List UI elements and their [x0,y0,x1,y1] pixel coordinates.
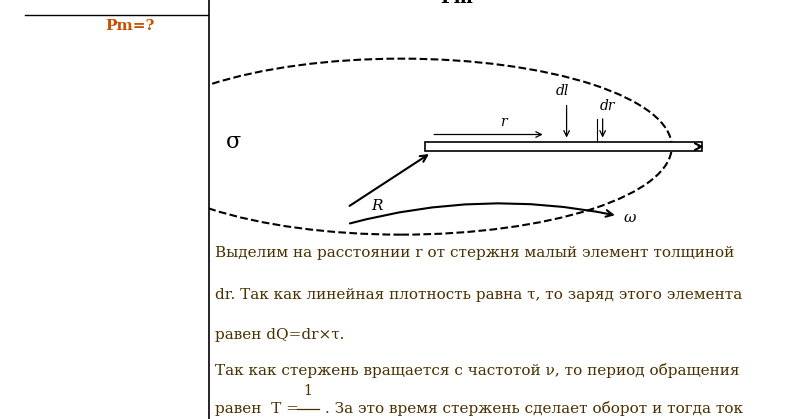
Text: dr. Так как линейная плотность равна τ, то заряд этого элемента: dr. Так как линейная плотность равна τ, … [215,288,742,303]
Text: ω: ω [624,211,636,225]
Text: равен  T =: равен T = [215,401,299,416]
Text: dr: dr [599,99,615,113]
Text: 1: 1 [304,384,313,398]
Text: dl: dl [556,85,569,98]
Text: . За это время стержень сделает оборот и тогда ток: . За это время стержень сделает оборот и… [325,401,743,416]
Text: Pm=?: Pm=? [104,19,154,33]
Text: R: R [371,199,383,213]
Text: равен dQ=dr×τ.: равен dQ=dr×τ. [215,328,344,342]
Text: Так как стержень вращается с частотой ν, то период обращения: Так как стержень вращается с частотой ν,… [215,363,740,378]
Text: Pm: Pm [441,0,473,7]
Text: Выделим на расстоянии r от стержня малый элемент толщиной: Выделим на расстоянии r от стержня малый… [215,246,734,261]
Bar [425,142,701,151]
Text: σ: σ [225,132,241,153]
Text: r: r [500,116,507,129]
